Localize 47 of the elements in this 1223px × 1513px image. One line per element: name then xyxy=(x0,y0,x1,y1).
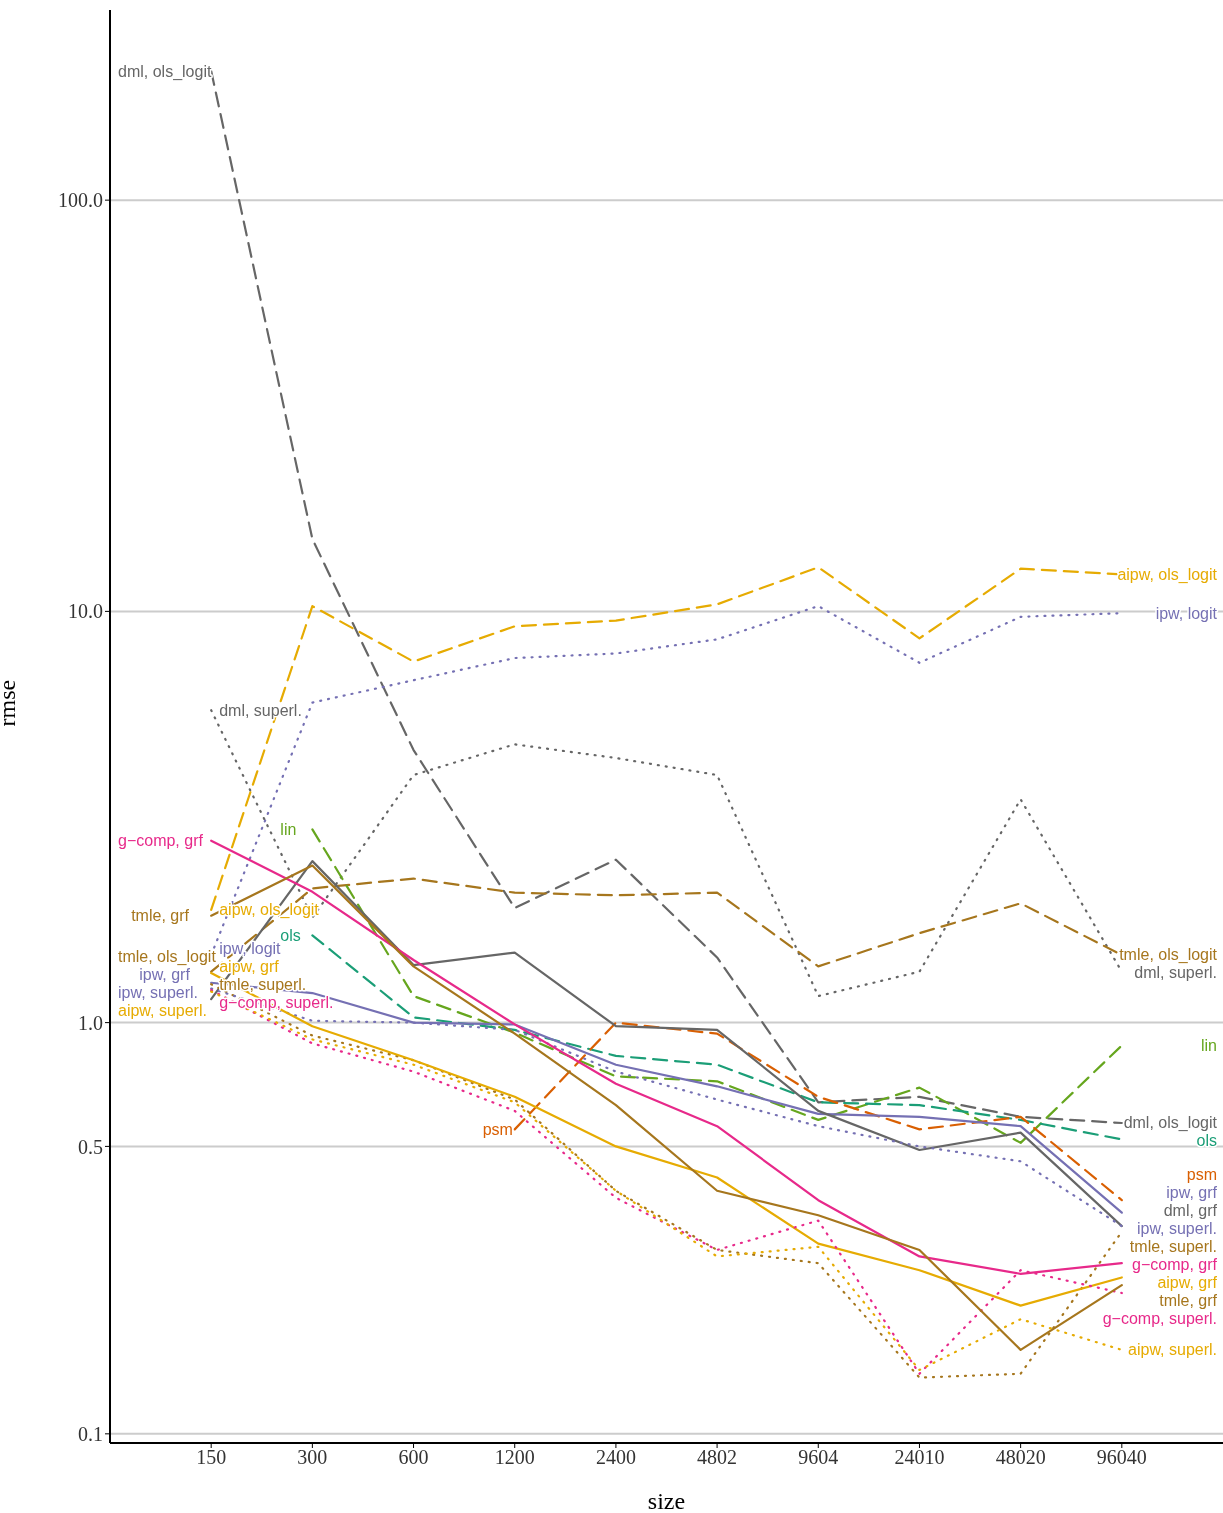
series-label: g−comp, superl. xyxy=(1102,1309,1217,1327)
annotation: ols xyxy=(280,926,301,944)
y-tick-label: 100.0 xyxy=(58,189,103,212)
x-tick-label: 2400 xyxy=(595,1446,636,1469)
series-label: tmle, ols_logit xyxy=(1119,945,1218,964)
text: ipw, logit xyxy=(1155,604,1218,622)
x-tick-label: 4802 xyxy=(697,1446,738,1469)
x-tick-label: 96040 xyxy=(1096,1446,1147,1469)
y-tick-label: 0.1 xyxy=(78,1422,103,1445)
text: ols xyxy=(1196,1131,1217,1149)
line-series xyxy=(513,1021,1123,1202)
y-axis-title: rmse xyxy=(0,679,20,727)
annotation: tmle, ols_logit xyxy=(118,948,217,967)
annotation: dml, ols_logit xyxy=(118,62,212,81)
annotation: dml, superl. xyxy=(219,701,302,719)
series-label: aipw, superl. xyxy=(1128,1341,1217,1359)
annotation: ipw, logit xyxy=(219,940,282,958)
annotation: ipw, superl. xyxy=(118,984,199,1002)
text: ipw, grf xyxy=(1166,1183,1218,1201)
x-tick-label: 300 xyxy=(297,1446,328,1469)
annotation: tmle, grf xyxy=(131,907,190,925)
text: psm xyxy=(1186,1165,1217,1183)
series-label: g−comp, grf xyxy=(1132,1255,1218,1273)
x-axis-title: size xyxy=(647,1488,686,1513)
annotation: psm xyxy=(482,1120,513,1138)
y-tick-label: 10.0 xyxy=(68,600,103,623)
series-label: aipw, ols_logit xyxy=(1117,566,1218,585)
annotation: ipw, grf xyxy=(139,966,191,984)
annotation: lin xyxy=(280,821,297,839)
x-tick-label: 1200 xyxy=(494,1446,535,1469)
x-tick-label: 24010 xyxy=(894,1446,945,1469)
text: aipw, grf xyxy=(1157,1273,1218,1291)
text: tmle, grf xyxy=(1159,1291,1218,1309)
series-label: ipw, superl. xyxy=(1136,1219,1217,1237)
annotation: aipw, superl. xyxy=(118,1002,207,1020)
x-tick-label: 600 xyxy=(398,1446,429,1469)
series-label: dml, superl. xyxy=(1134,963,1217,981)
series-label: tmle, superl. xyxy=(1129,1237,1217,1255)
annotation: g−comp, grf xyxy=(118,832,204,850)
y-tick-label: 1.0 xyxy=(78,1011,103,1034)
series-label: dml, ols_logit xyxy=(1123,1113,1218,1132)
x-tick-label: 48020 xyxy=(995,1446,1046,1469)
text: lin xyxy=(1200,1037,1217,1055)
x-tick-label: 9604 xyxy=(798,1446,839,1469)
y-tick-label: 0.5 xyxy=(78,1135,103,1158)
text: dml, grf xyxy=(1163,1201,1218,1219)
x-tick-label: 150 xyxy=(196,1446,227,1469)
